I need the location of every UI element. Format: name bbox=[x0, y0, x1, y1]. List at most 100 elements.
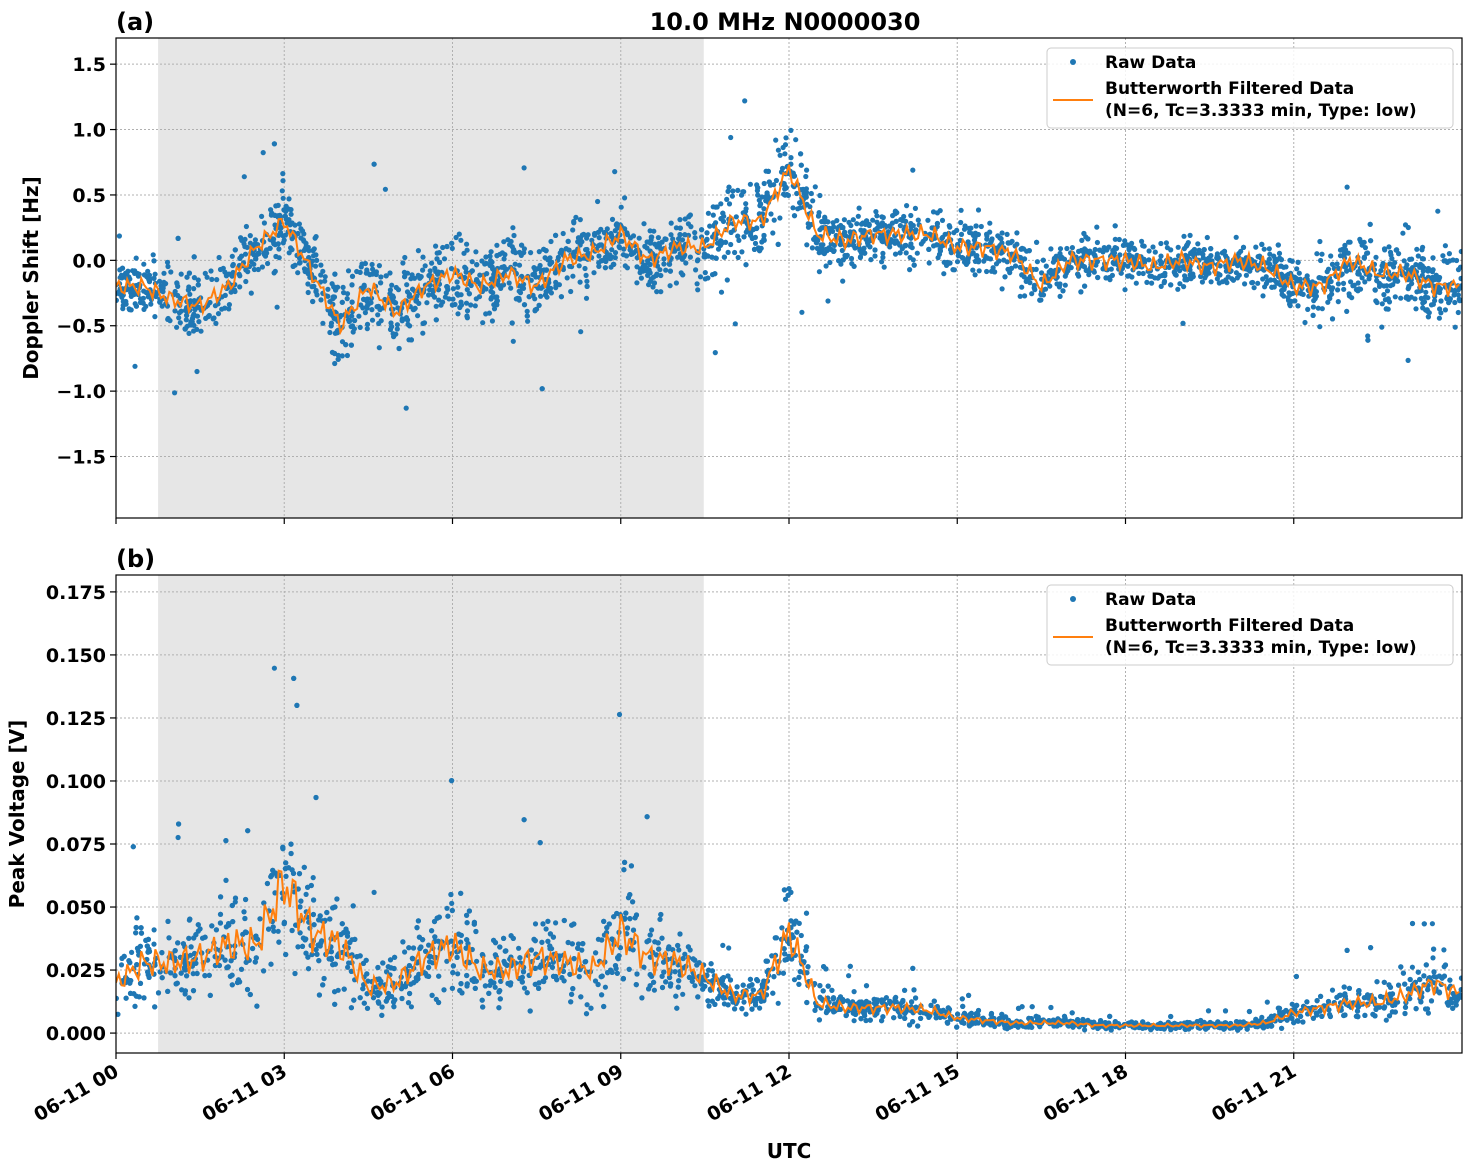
raw-point bbox=[726, 945, 732, 951]
raw-point bbox=[1447, 298, 1453, 304]
raw-point bbox=[782, 142, 789, 148]
raw-point bbox=[1310, 304, 1316, 310]
raw-point bbox=[1446, 251, 1452, 257]
raw-point bbox=[1367, 221, 1373, 227]
raw-point bbox=[996, 258, 1002, 264]
raw-point bbox=[1122, 238, 1128, 244]
raw-point bbox=[1378, 268, 1384, 274]
raw-point bbox=[453, 234, 459, 241]
raw-point bbox=[187, 291, 193, 297]
raw-point bbox=[761, 232, 767, 239]
raw-point bbox=[484, 271, 490, 277]
raw-point bbox=[252, 237, 258, 243]
raw-point bbox=[1430, 955, 1436, 961]
raw-point bbox=[897, 1013, 903, 1020]
raw-point bbox=[430, 287, 436, 293]
raw-point bbox=[773, 137, 779, 143]
raw-point bbox=[281, 237, 287, 243]
raw-point bbox=[1201, 247, 1207, 253]
raw-point bbox=[1057, 293, 1063, 299]
raw-point bbox=[288, 211, 294, 217]
raw-point bbox=[893, 238, 899, 244]
raw-point bbox=[646, 282, 652, 288]
raw-point bbox=[1364, 250, 1370, 256]
raw-point bbox=[903, 250, 909, 256]
raw-point bbox=[349, 299, 355, 305]
raw-point bbox=[1208, 279, 1214, 285]
raw-point bbox=[856, 205, 862, 211]
raw-point bbox=[516, 262, 523, 268]
raw-point bbox=[910, 167, 916, 173]
raw-point bbox=[1214, 253, 1220, 259]
raw-point bbox=[1406, 283, 1412, 289]
raw-point bbox=[984, 268, 990, 275]
raw-point bbox=[934, 220, 941, 227]
raw-point bbox=[907, 254, 913, 261]
raw-point bbox=[327, 311, 333, 317]
raw-point bbox=[290, 263, 296, 269]
raw-point bbox=[194, 368, 200, 375]
raw-point bbox=[296, 221, 302, 227]
raw-point bbox=[487, 253, 493, 259]
raw-point bbox=[735, 233, 741, 239]
raw-point bbox=[1415, 253, 1421, 259]
raw-point bbox=[236, 271, 242, 277]
raw-point bbox=[729, 193, 736, 199]
raw-point bbox=[1275, 242, 1281, 248]
raw-point bbox=[1214, 276, 1220, 282]
raw-point bbox=[313, 234, 319, 240]
raw-point bbox=[524, 313, 530, 319]
raw-point bbox=[1184, 253, 1190, 259]
raw-point bbox=[394, 322, 400, 328]
raw-point bbox=[152, 314, 158, 320]
raw-point bbox=[1457, 264, 1462, 270]
raw-point bbox=[736, 237, 742, 243]
raw-point bbox=[1436, 315, 1442, 321]
raw-point bbox=[1442, 243, 1448, 249]
raw-point bbox=[232, 899, 238, 905]
y-tick-label: 0.075 bbox=[46, 834, 106, 856]
raw-point bbox=[510, 249, 516, 255]
raw-point bbox=[975, 257, 981, 263]
raw-point bbox=[1315, 305, 1321, 311]
raw-point bbox=[1181, 284, 1187, 290]
raw-point bbox=[682, 216, 688, 222]
raw-point bbox=[371, 161, 377, 167]
raw-point bbox=[1419, 263, 1425, 269]
raw-point bbox=[702, 276, 708, 282]
raw-point bbox=[862, 250, 868, 256]
raw-point bbox=[1379, 301, 1385, 307]
y-tick-label: 0.5 bbox=[72, 185, 106, 207]
raw-point bbox=[617, 245, 623, 251]
raw-point bbox=[444, 905, 450, 911]
raw-point bbox=[947, 260, 953, 266]
raw-point bbox=[570, 227, 576, 233]
raw-point bbox=[391, 299, 397, 305]
raw-point bbox=[1125, 273, 1131, 279]
raw-point bbox=[310, 298, 316, 305]
raw-point bbox=[1455, 309, 1461, 316]
raw-point bbox=[1400, 230, 1406, 236]
raw-point bbox=[570, 273, 576, 279]
raw-point bbox=[1429, 921, 1435, 927]
raw-point bbox=[742, 98, 748, 104]
raw-point bbox=[759, 194, 765, 200]
raw-point bbox=[718, 289, 725, 295]
raw-point bbox=[368, 300, 374, 306]
raw-point bbox=[680, 272, 686, 278]
raw-point bbox=[872, 247, 878, 253]
raw-point bbox=[1394, 247, 1400, 253]
raw-point bbox=[657, 267, 663, 273]
raw-point bbox=[339, 299, 345, 305]
raw-point bbox=[492, 984, 498, 990]
raw-point bbox=[1224, 280, 1230, 286]
y-tick-label: −1.5 bbox=[56, 447, 106, 469]
raw-point bbox=[466, 291, 472, 297]
raw-point bbox=[1092, 252, 1098, 258]
raw-point bbox=[609, 247, 615, 253]
raw-point bbox=[791, 213, 798, 219]
raw-point bbox=[839, 247, 845, 254]
raw-point bbox=[954, 227, 960, 233]
raw-point bbox=[1158, 283, 1164, 289]
raw-point bbox=[782, 186, 788, 192]
